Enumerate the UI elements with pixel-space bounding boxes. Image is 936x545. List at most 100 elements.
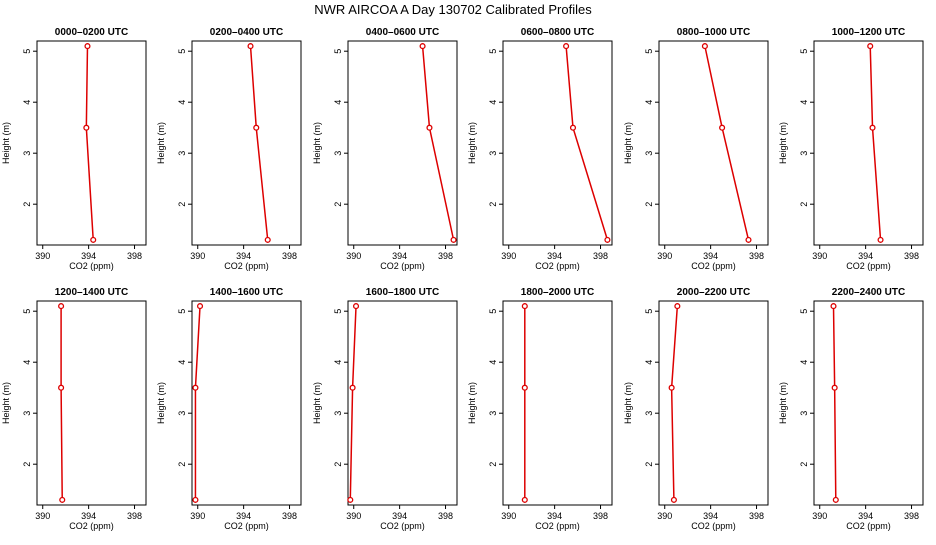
x-tick-label: 390: [35, 251, 50, 261]
y-tick-label: 3: [22, 151, 32, 156]
y-tick-label: 4: [488, 100, 498, 105]
plot-frame: [36, 40, 147, 246]
x-tick-label: 390: [657, 251, 672, 261]
y-axis-label: Height (m): [623, 122, 633, 164]
data-point: [877, 236, 884, 243]
data-point: [521, 384, 528, 391]
x-axis-label: CO2 (ppm): [380, 261, 425, 271]
y-tick-label: 4: [644, 360, 654, 365]
y-tick-label: 2: [22, 462, 32, 467]
y-axis-label: Height (m): [467, 122, 477, 164]
data-point: [830, 303, 837, 310]
x-tick-label: 398: [593, 251, 608, 261]
y-tick-label: 5: [644, 309, 654, 314]
profile-line: [249, 46, 269, 240]
panel-title: 1200–1400 UTC: [55, 287, 128, 298]
data-point: [869, 124, 876, 131]
profile-line: [565, 46, 609, 241]
y-tick-label: 4: [799, 100, 809, 105]
x-axis-label: CO2 (ppm): [224, 521, 269, 531]
y-tick-label: 5: [177, 309, 187, 314]
x-tick-label: 394: [703, 511, 718, 521]
x-tick-label: 394: [703, 251, 718, 261]
y-tick-label: 5: [177, 49, 187, 54]
profile-line: [704, 45, 750, 241]
x-axis-label: CO2 (ppm): [535, 521, 580, 531]
panel: 0800–1000 UTC 390 394 398 2 3 4 5 CO2 (ppm) Heigh…: [623, 27, 769, 271]
profile-line: [832, 306, 837, 500]
data-point: [668, 384, 675, 391]
data-point: [563, 43, 570, 50]
data-point: [521, 303, 528, 310]
x-tick-label: 390: [35, 511, 50, 521]
y-tick-label: 4: [22, 100, 32, 105]
plot-frame: [658, 40, 769, 246]
data-point: [419, 43, 426, 50]
data-point: [192, 384, 199, 391]
profile-line: [869, 46, 882, 240]
x-tick-label: 394: [392, 251, 407, 261]
plot-frame: [502, 40, 613, 246]
x-axis-label: CO2 (ppm): [224, 261, 269, 271]
data-point: [832, 496, 839, 503]
x-tick-label: 398: [904, 511, 919, 521]
data-point: [521, 496, 528, 503]
plot-frame: [347, 300, 458, 506]
profile-line: [349, 306, 357, 500]
y-tick-label: 3: [177, 151, 187, 156]
x-tick-label: 398: [282, 251, 297, 261]
x-tick-label: 390: [501, 511, 516, 521]
y-tick-label: 2: [644, 202, 654, 207]
y-tick-label: 2: [488, 202, 498, 207]
y-tick-label: 5: [799, 49, 809, 54]
panel-title: 2000–2200 UTC: [677, 287, 750, 298]
data-point: [745, 236, 752, 243]
panel-title: 0200–0400 UTC: [210, 27, 283, 38]
data-point: [450, 236, 457, 243]
y-tick-label: 5: [488, 49, 498, 54]
panel: 0000–0200 UTC 390 394 398 2 3 4 5 CO2 (ppm) Heigh…: [1, 27, 147, 271]
data-point: [831, 384, 838, 391]
y-tick-label: 3: [799, 151, 809, 156]
x-axis-label: CO2 (ppm): [535, 261, 580, 271]
y-tick-label: 2: [22, 202, 32, 207]
y-tick-label: 4: [22, 360, 32, 365]
data-point: [569, 124, 577, 131]
y-axis-label: Height (m): [778, 122, 788, 164]
profile-line: [194, 306, 201, 500]
panel-title: 0400–0600 UTC: [366, 27, 439, 38]
profile-line: [670, 306, 679, 500]
x-axis-label: CO2 (ppm): [691, 261, 736, 271]
data-point: [264, 236, 271, 243]
plot-frame: [191, 40, 302, 246]
x-tick-label: 390: [346, 511, 361, 521]
plot-frame: [347, 40, 458, 246]
panel: 1800–2000 UTC 390 394 398 2 3 4 5 CO2 (ppm) Heigh…: [467, 287, 613, 531]
panel-title: 1800–2000 UTC: [521, 287, 594, 298]
y-tick-label: 3: [22, 411, 32, 416]
data-point: [352, 303, 360, 310]
x-axis-label: CO2 (ppm): [846, 261, 891, 271]
data-point: [84, 43, 91, 50]
data-point: [196, 303, 204, 310]
y-tick-label: 3: [799, 411, 809, 416]
plot-frame: [813, 300, 924, 506]
panel: 1600–1800 UTC 390 394 398 2 3 4 5 CO2 (ppm) Heigh…: [312, 287, 458, 531]
x-tick-label: 398: [438, 511, 453, 521]
y-axis-label: Height (m): [1, 382, 11, 424]
plot-frame: [191, 300, 302, 506]
y-tick-label: 2: [177, 202, 187, 207]
y-tick-label: 5: [333, 309, 343, 314]
y-tick-label: 4: [488, 360, 498, 365]
data-point: [58, 384, 65, 391]
panel-title: 2200–2400 UTC: [832, 287, 905, 298]
panel-title: 1000–1200 UTC: [832, 27, 905, 38]
main-title: NWR AIRCOA A Day 130702 Calibrated Profi…: [314, 2, 592, 17]
y-tick-label: 2: [177, 462, 187, 467]
profile-line: [85, 46, 94, 240]
profile-line: [60, 306, 63, 500]
x-tick-label: 390: [657, 511, 672, 521]
panel: 0600–0800 UTC 390 394 398 2 3 4 5 CO2 (ppm) Heigh…: [467, 27, 613, 271]
data-point: [90, 236, 97, 243]
